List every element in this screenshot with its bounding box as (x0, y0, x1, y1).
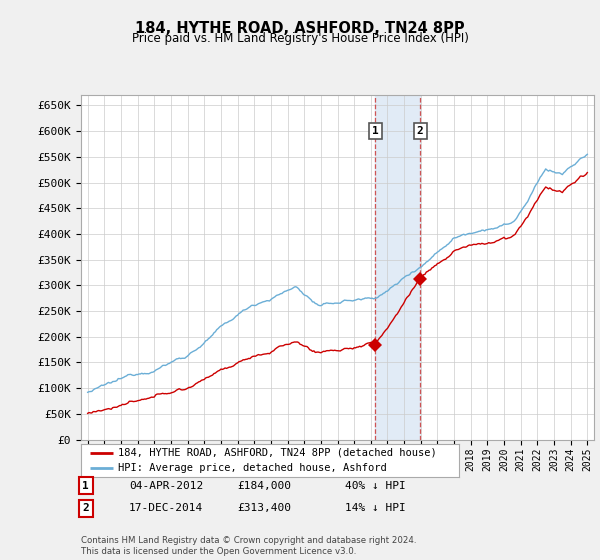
Text: 2: 2 (82, 503, 89, 514)
Text: 40% ↓ HPI: 40% ↓ HPI (345, 480, 406, 491)
Text: 17-DEC-2014: 17-DEC-2014 (129, 503, 203, 514)
Text: £184,000: £184,000 (237, 480, 291, 491)
Text: £313,400: £313,400 (237, 503, 291, 514)
Text: HPI: Average price, detached house, Ashford: HPI: Average price, detached house, Ashf… (118, 463, 387, 473)
Text: 14% ↓ HPI: 14% ↓ HPI (345, 503, 406, 514)
Text: 184, HYTHE ROAD, ASHFORD, TN24 8PP (detached house): 184, HYTHE ROAD, ASHFORD, TN24 8PP (deta… (118, 447, 437, 458)
Text: 1: 1 (372, 127, 379, 137)
Text: 1: 1 (82, 480, 89, 491)
Text: Price paid vs. HM Land Registry's House Price Index (HPI): Price paid vs. HM Land Registry's House … (131, 32, 469, 45)
Text: 04-APR-2012: 04-APR-2012 (129, 480, 203, 491)
Text: 2: 2 (417, 127, 424, 137)
Text: 184, HYTHE ROAD, ASHFORD, TN24 8PP: 184, HYTHE ROAD, ASHFORD, TN24 8PP (135, 21, 465, 36)
Text: Contains HM Land Registry data © Crown copyright and database right 2024.
This d: Contains HM Land Registry data © Crown c… (81, 536, 416, 556)
Bar (375, 95, 420, 440)
